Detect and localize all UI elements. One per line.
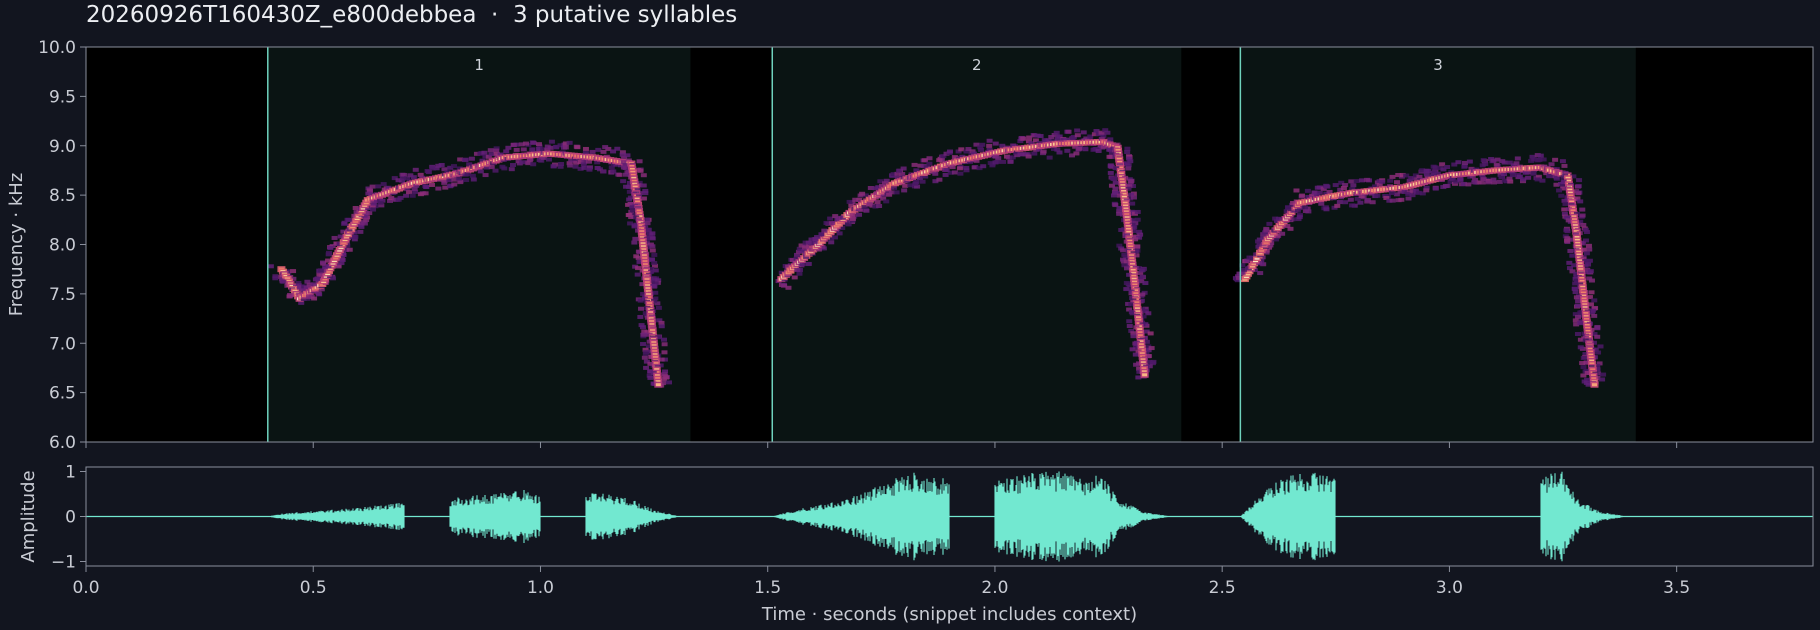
spectrogram-y-axis-label: Frequency · kHz bbox=[6, 173, 27, 317]
syllable-region-3 bbox=[1240, 47, 1636, 442]
wave-x-tick-label-4: 2.0 bbox=[981, 578, 1008, 598]
syllable-label-3: 3 bbox=[1433, 56, 1443, 74]
waveform-x-axis-label: Time · seconds (snippet includes context… bbox=[761, 604, 1137, 625]
spec-y-tick-label-4: 8.0 bbox=[49, 236, 76, 256]
wave-x-tick-label-7: 3.5 bbox=[1663, 578, 1690, 598]
syllable-label-1: 1 bbox=[474, 56, 484, 74]
syllable-contour-3 bbox=[1232, 153, 1607, 388]
wave-y-tick-label-2: 1 bbox=[65, 463, 76, 483]
syllable-label-2: 2 bbox=[972, 56, 982, 74]
wave-x-tick-label-5: 2.5 bbox=[1209, 578, 1236, 598]
spec-y-tick-label-6: 9.0 bbox=[49, 137, 76, 157]
spec-y-tick-label-1: 6.5 bbox=[49, 384, 76, 404]
waveform-trace bbox=[268, 471, 1623, 562]
wave-x-tick-label-0: 0.0 bbox=[72, 578, 99, 598]
spec-y-tick-label-0: 6.0 bbox=[49, 433, 76, 453]
syllable-contour-1 bbox=[267, 139, 673, 388]
wave-y-tick-label-0: −1 bbox=[51, 553, 76, 573]
waveform-y-axis-label: Amplitude bbox=[18, 470, 39, 562]
syllable-contour-2 bbox=[775, 128, 1157, 380]
wave-x-tick-label-2: 1.0 bbox=[527, 578, 554, 598]
syllable-region-2 bbox=[772, 47, 1182, 442]
wave-x-tick-label-1: 0.5 bbox=[300, 578, 327, 598]
spectrogram-panel: 1 2 3 6.0 6.5 7.0 7.5 8.0 8.5 9.0 9.5 10.0 Frequen… bbox=[6, 38, 1814, 453]
spec-y-tick-label-2: 7.0 bbox=[49, 334, 76, 354]
chart-title: 20260926T160430Z_e800debbea · 3 putative… bbox=[86, 2, 738, 28]
wave-y-tick-label-1: 0 bbox=[65, 508, 76, 528]
wave-x-tick-label-6: 3.0 bbox=[1436, 578, 1463, 598]
wave-x-tick-label-3: 1.5 bbox=[754, 578, 781, 598]
waveform-panel: −101 0.0 0.5 1.0 1.5 2.0 2.5 3.0 3.5 Amplitude … bbox=[18, 463, 1814, 625]
spec-y-tick-label-7: 9.5 bbox=[49, 87, 76, 107]
spec-y-tick-label-5: 8.5 bbox=[49, 186, 76, 206]
spec-y-tick-label-8: 10.0 bbox=[38, 38, 76, 58]
spec-y-tick-label-3: 7.5 bbox=[49, 285, 76, 305]
